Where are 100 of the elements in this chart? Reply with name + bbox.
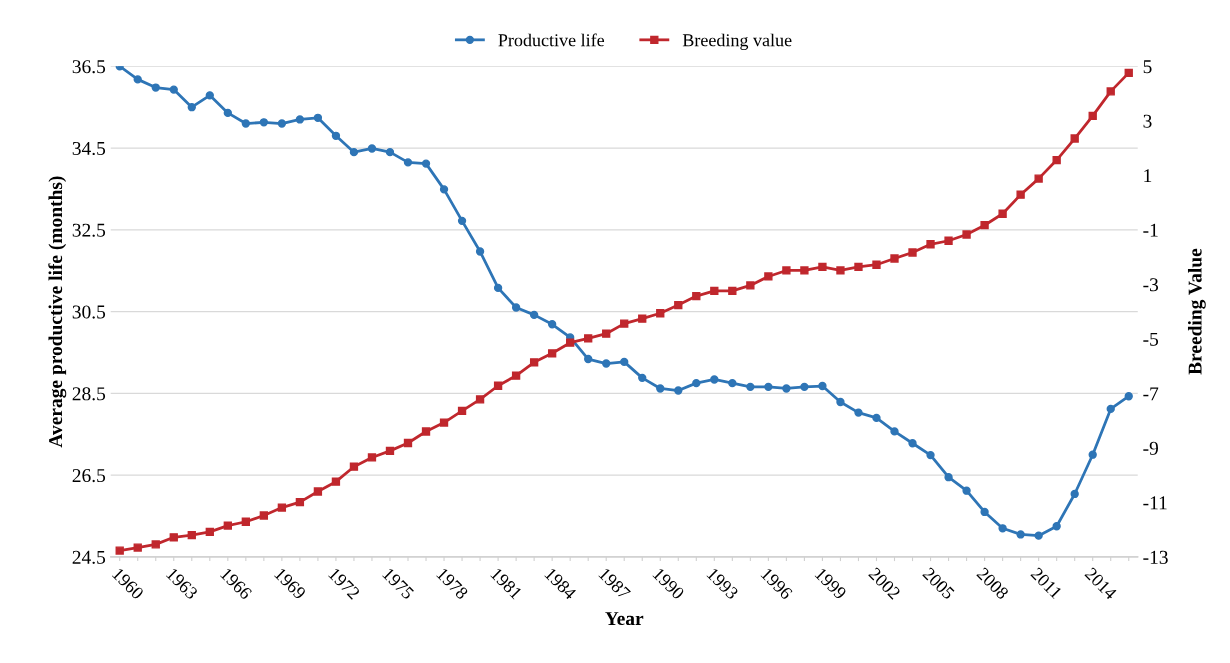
point [277, 119, 287, 128]
point [493, 381, 503, 390]
y-tick-label: 30.5 [72, 305, 106, 319]
point [890, 254, 899, 263]
point [1124, 68, 1133, 78]
x-tick-label: 1990 [652, 567, 685, 600]
point [908, 439, 917, 448]
point [511, 303, 521, 312]
point [800, 266, 809, 275]
point [331, 131, 341, 140]
point [602, 359, 611, 368]
point [457, 406, 467, 415]
point [962, 230, 971, 239]
point [836, 266, 845, 275]
y2-tick-label: 1 [1144, 169, 1152, 183]
point [692, 291, 701, 301]
legend-label: Productive life [498, 33, 605, 47]
point [187, 103, 196, 112]
y2-tick-label: -11 [1143, 496, 1167, 510]
point [944, 236, 953, 245]
point [1034, 174, 1043, 183]
x-tick-label: 1975 [382, 567, 415, 600]
point [764, 272, 773, 281]
point [1016, 530, 1025, 539]
point [620, 319, 629, 328]
point [584, 334, 593, 343]
x-tick-label: 1969 [274, 567, 307, 600]
y2-axis-title: Breeding Value [1187, 248, 1206, 375]
point [277, 503, 287, 512]
point [313, 113, 323, 122]
y2-tick-label: -9 [1143, 441, 1159, 455]
point [493, 283, 503, 293]
point [782, 384, 791, 393]
y2-tick-label: -1 [1143, 223, 1158, 237]
point [836, 397, 845, 407]
point [782, 266, 791, 275]
x-tick-label: 1993 [706, 567, 739, 600]
point [746, 281, 755, 290]
x-tick-label: 1978 [436, 567, 469, 600]
point [259, 118, 269, 127]
point [475, 395, 485, 404]
point [439, 185, 449, 194]
point [962, 486, 971, 495]
point [529, 358, 539, 367]
point [151, 83, 160, 92]
x-tick-label: 1996 [760, 567, 794, 601]
y2-tick-label: -3 [1143, 278, 1159, 292]
point [1052, 522, 1061, 531]
point [457, 216, 467, 226]
point [998, 209, 1007, 218]
point [349, 147, 359, 157]
point [620, 357, 629, 367]
x-tick-label: 1963 [165, 567, 199, 600]
point [1034, 531, 1043, 540]
point [746, 382, 755, 392]
point [403, 158, 413, 167]
point [1106, 404, 1115, 414]
point [313, 487, 323, 496]
point [133, 75, 142, 84]
point [241, 119, 251, 128]
point [187, 530, 196, 540]
point [223, 521, 232, 530]
point [692, 378, 701, 388]
x-tick-label: 1987 [598, 567, 631, 601]
point [710, 286, 719, 296]
x-tick-label: 1966 [219, 567, 253, 601]
point [547, 349, 557, 358]
point [944, 473, 953, 482]
point [367, 144, 377, 153]
y2-tick-label: 5 [1143, 60, 1152, 74]
y2-tick-label: -7 [1143, 387, 1159, 401]
y-tick-label: 26.5 [72, 469, 106, 483]
point [349, 462, 359, 471]
point [980, 221, 989, 230]
point [403, 438, 413, 448]
point [890, 427, 899, 436]
y2-tick-label: -13 [1143, 550, 1168, 564]
point [421, 427, 431, 436]
point [511, 371, 521, 380]
point [151, 540, 160, 549]
point [584, 354, 593, 364]
point [926, 450, 935, 460]
point [872, 260, 881, 269]
point [854, 408, 863, 417]
point [1016, 190, 1025, 199]
point [169, 85, 178, 94]
point [1070, 489, 1079, 499]
y2-tick-label: 3 [1143, 114, 1152, 128]
point [115, 546, 124, 555]
point [728, 286, 737, 296]
x-tick-label: 1960 [111, 567, 145, 600]
point [385, 446, 395, 456]
point [818, 262, 827, 272]
point [1088, 111, 1097, 121]
point [1070, 134, 1079, 143]
point [241, 517, 251, 526]
point [169, 533, 178, 542]
point [566, 338, 575, 347]
point [1106, 87, 1115, 96]
x-tick-label: 1999 [814, 567, 848, 600]
